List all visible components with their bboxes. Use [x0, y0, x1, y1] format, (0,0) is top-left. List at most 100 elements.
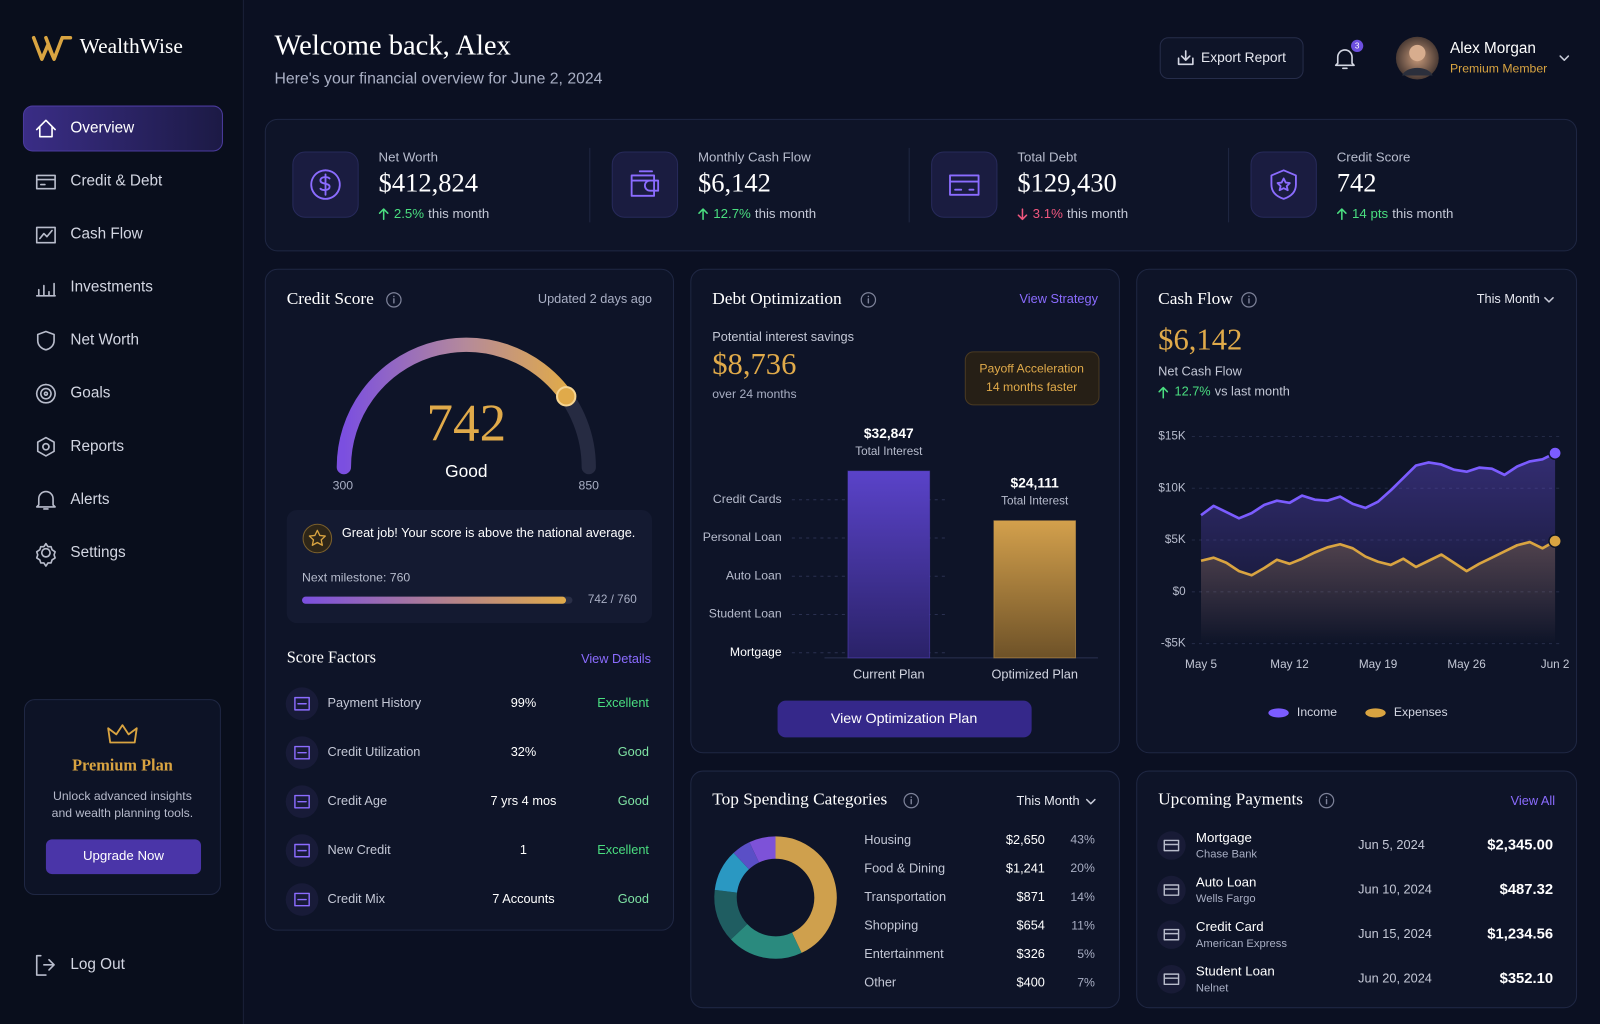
- bell-icon[interactable]: [1334, 49, 1355, 70]
- nav-icon: [35, 174, 56, 190]
- progress-fill: [302, 596, 567, 604]
- user-name[interactable]: Alex Morgan: [1450, 40, 1536, 57]
- nav-item[interactable]: Cash Flow: [70, 226, 143, 243]
- payment-lender: Wells Fargo: [1196, 893, 1256, 905]
- change-arrow: [698, 208, 708, 221]
- payment-date: Jun 5, 2024: [1358, 837, 1425, 852]
- nav-item[interactable]: Alerts: [70, 491, 109, 508]
- spending-amount: $871: [1017, 889, 1045, 904]
- cash-flow-label: Net Cash Flow: [1158, 364, 1242, 379]
- donut-segment: [730, 923, 802, 959]
- nav-item[interactable]: Investments: [70, 279, 153, 296]
- info-icon: [903, 792, 919, 809]
- chevron: [1559, 55, 1570, 61]
- kpi-change: 2.5% this month: [394, 206, 489, 221]
- export-button[interactable]: [1159, 37, 1304, 80]
- kpi-icon: [949, 174, 980, 196]
- upgrade-button-label[interactable]: Upgrade Now: [83, 848, 164, 863]
- factor-rating: Excellent: [597, 695, 649, 710]
- view-all-link[interactable]: View All: [1511, 793, 1555, 808]
- factor-name: New Credit: [328, 842, 392, 857]
- kpi-change: 3.1% this month: [1033, 206, 1128, 221]
- debt-type-label: Student Loan: [709, 607, 782, 621]
- payment-lender: Nelnet: [1196, 982, 1229, 994]
- debt-bar: [847, 470, 931, 659]
- period-dropdown[interactable]: This Month: [1016, 793, 1079, 808]
- chevron: [1544, 297, 1554, 303]
- nav-item[interactable]: Net Worth: [70, 332, 139, 349]
- payment-name: Auto Loan: [1196, 874, 1256, 889]
- kpi-label: Net Worth: [379, 150, 438, 165]
- change-arrow: [1158, 386, 1169, 399]
- spending-category: Housing: [864, 832, 911, 847]
- nav-item[interactable]: Goals: [70, 385, 110, 402]
- payment-name: Credit Card: [1196, 919, 1264, 934]
- change-arrow: [378, 208, 389, 221]
- kpi-card: [264, 118, 1578, 252]
- factor-name: Credit Mix: [328, 891, 386, 906]
- kpi-value: $6,142: [698, 168, 771, 198]
- nav-icon: [35, 542, 56, 567]
- factor-icon: [294, 745, 310, 760]
- factor-icon: [294, 696, 310, 711]
- kpi-change-value: 2.5%: [394, 206, 424, 221]
- spending-category: Transportation: [864, 889, 946, 904]
- kpi-icon-box: [1250, 151, 1317, 218]
- milestone-label: Next milestone: 760: [302, 571, 410, 585]
- upgrade-button[interactable]: [45, 839, 202, 875]
- x-tick-label: May 26: [1447, 658, 1485, 671]
- brand-name: WealthWise: [80, 34, 183, 58]
- gauge-max: 850: [579, 479, 600, 493]
- spending-amount: $2,650: [1006, 832, 1045, 847]
- factor-rating: Good: [618, 793, 649, 808]
- x-tick-label: May 12: [1270, 658, 1308, 671]
- kpi-change: 12.7% this month: [713, 206, 816, 221]
- payment-name: Mortgage: [1196, 830, 1252, 845]
- legend-swatch: [1365, 708, 1386, 718]
- nav-item[interactable]: Reports: [70, 438, 124, 455]
- kpi-label: Monthly Cash Flow: [698, 150, 811, 165]
- period-dropdown[interactable]: This Month: [1477, 291, 1540, 306]
- badge-text: 14 months faster: [986, 380, 1077, 394]
- user-membership: Premium Member: [1450, 62, 1547, 76]
- export-label[interactable]: Export Report: [1201, 50, 1286, 65]
- spending-amount: $1,241: [1006, 860, 1045, 875]
- kpi-change-period: this month: [428, 206, 489, 221]
- spending-amount: $326: [1017, 946, 1045, 961]
- spending-percent: 43%: [1070, 833, 1095, 847]
- logout-icon: [35, 954, 55, 976]
- nav-item[interactable]: Credit & Debt: [70, 173, 163, 190]
- nav-item[interactable]: Overview: [70, 120, 135, 137]
- series-area: [1201, 541, 1556, 644]
- nav-icon: [36, 330, 55, 351]
- factor-name: Payment History: [328, 695, 422, 710]
- spending-category: Shopping: [864, 917, 918, 932]
- notification-badge: [1351, 39, 1364, 53]
- view-details-link[interactable]: View Details: [581, 651, 651, 666]
- spending-percent: 20%: [1070, 861, 1095, 875]
- view-strategy-link[interactable]: View Strategy: [1020, 291, 1099, 306]
- info-icon: [860, 292, 877, 308]
- optimization-button-label[interactable]: View Optimization Plan: [831, 711, 977, 727]
- optimization-button[interactable]: [777, 700, 1032, 738]
- spending-category: Entertainment: [864, 946, 944, 961]
- kpi-value: $412,824: [379, 168, 478, 198]
- bar-category-label: Optimized Plan: [991, 667, 1077, 682]
- factor-name: Credit Utilization: [328, 744, 421, 759]
- payment-icon: [1163, 928, 1180, 941]
- debt-type-label: Credit Cards: [713, 492, 782, 506]
- factor-icon: [294, 794, 310, 809]
- series-line: [1200, 451, 1556, 520]
- kpi-value: $129,430: [1017, 168, 1116, 198]
- star-icon: [308, 529, 326, 546]
- kpi-change-value: 3.1%: [1033, 206, 1063, 221]
- star-badge: [302, 523, 333, 554]
- logout[interactable]: Log Out: [70, 956, 125, 973]
- kpi-change: 14 pts this month: [1352, 206, 1453, 221]
- nav-item[interactable]: Settings: [70, 544, 126, 561]
- y-tick-label: $0: [1173, 585, 1187, 598]
- factor-rating: Excellent: [597, 842, 649, 857]
- premium-text: and wealth planning tools.: [52, 806, 194, 820]
- nav-icon: [35, 226, 56, 244]
